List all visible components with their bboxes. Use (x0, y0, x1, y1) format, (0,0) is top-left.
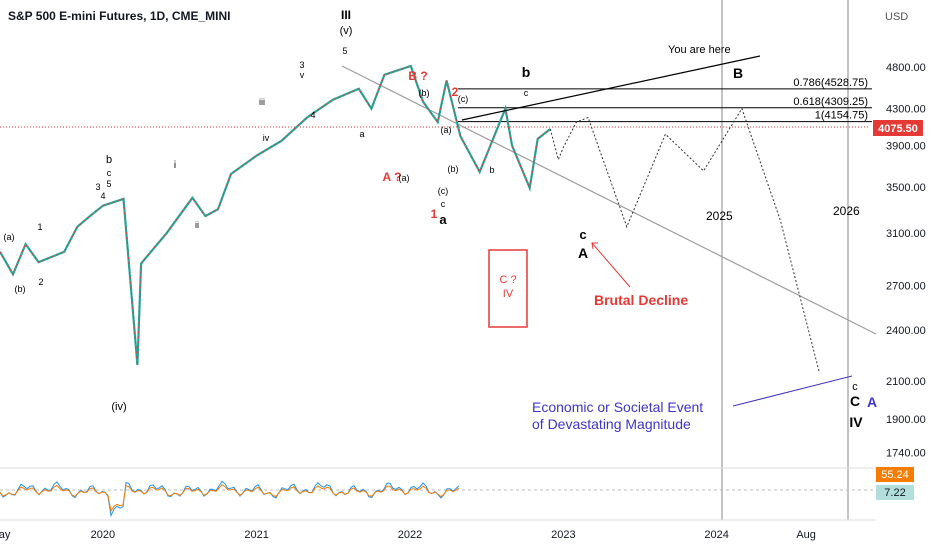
wave-label: (b) (419, 88, 430, 98)
y-tick-label: 2400.00 (886, 325, 926, 337)
wave-label: C (850, 393, 860, 409)
time-axis: May 2020 2021 2022 2023 2024 Aug (0, 529, 816, 541)
wave-label: a (359, 129, 364, 139)
brutal-decline-arrowhead (591, 242, 598, 250)
wave-label: c (107, 168, 112, 178)
fibonacci-lines: 0.786(4528.75) 0.618(4309.25) 1(4154.75) (458, 77, 872, 123)
osc-badge-b (876, 485, 914, 500)
brutal-decline-label: Brutal Decline (594, 292, 688, 308)
label-2026: 2026 (833, 204, 860, 218)
wave-label: (v) (340, 25, 353, 37)
osc-value-a: 55.24 (881, 469, 909, 481)
trendline (341, 65, 877, 335)
osc-line-b (0, 484, 460, 513)
wave-label: 2 (38, 277, 43, 287)
oscillator-series (0, 480, 460, 518)
y-tick-label: 4300.00 (886, 104, 926, 116)
event-label-1: Economic or Societal Event (532, 399, 703, 415)
wave-label: a (439, 212, 447, 227)
chart-title: S&P 500 E-mini Futures, 1D, CME_MINI (8, 9, 231, 23)
x-tick-label: 2020 (91, 529, 115, 541)
x-tick-label: 2022 (398, 529, 422, 541)
wave-label: c (524, 88, 529, 98)
price-axis: 4800.00 4300.00 3900.00 3500.00 3100.00 2700.… (886, 62, 926, 460)
y-tick-label: 3500.00 (886, 182, 926, 194)
x-tick-label: 2021 (244, 529, 268, 541)
wave-label: i (174, 160, 176, 171)
x-tick-label: 2024 (704, 529, 728, 541)
last-price-value: 4075.50 (878, 123, 918, 135)
price-line-bear (0, 65, 551, 365)
wave-label: iii (259, 97, 265, 107)
wave-label: c (579, 227, 586, 242)
x-tick-label: 2023 (551, 529, 575, 541)
y-tick-label: 3900.00 (886, 141, 926, 153)
wave-label: 3 (299, 60, 304, 70)
wave-label: (a) (4, 232, 15, 242)
wave-label: iv (263, 133, 270, 143)
wave-label: b (489, 165, 494, 175)
wave-label: ii (195, 220, 199, 230)
wave-label: B (733, 65, 743, 81)
y-tick-label: 4800.00 (886, 62, 926, 74)
event-label-2: of Devastating Magnitude (532, 416, 691, 432)
fib-level-label: 0.618(4309.25) (793, 96, 868, 108)
last-price-badge (873, 120, 923, 136)
wave-label: 5 (342, 46, 347, 56)
y-tick-label: 1900.00 (886, 414, 926, 426)
wave-label: b (106, 154, 112, 166)
x-tick-label: May (0, 529, 11, 541)
currency-label: USD (885, 11, 908, 23)
wave-label: 4 (100, 191, 105, 201)
wave-label: 2 (452, 85, 459, 99)
wave-label: (iv) (111, 401, 126, 413)
y-tick-label: 3100.00 (886, 228, 926, 240)
wave-label: 1 (431, 207, 438, 221)
wave-label: v (300, 70, 305, 80)
box-label-c: C ? (499, 274, 516, 286)
y-tick-label: 2100.00 (886, 376, 926, 388)
wave-label: b (522, 64, 531, 80)
x-tick-label: Aug (796, 529, 816, 541)
wave-label: (c) (458, 94, 469, 104)
wave-c-iv-box (488, 249, 528, 328)
wave-label: 4 (310, 110, 315, 120)
wave-label: 3 (95, 182, 100, 192)
wave-label: A (867, 394, 877, 410)
forecast-line (549, 107, 820, 373)
wave-label: 1 (37, 222, 42, 232)
wave-label: (a) (399, 173, 410, 183)
brutal-decline-arrow (591, 242, 631, 288)
wave-label: 5 (106, 179, 111, 189)
y-tick-label: 2700.00 (886, 280, 926, 292)
wave-label: (b) (448, 164, 459, 174)
wave-label: IV (849, 414, 863, 430)
wave-label: (c) (438, 186, 449, 196)
osc-badge-a (876, 467, 914, 482)
wave-label: B ? (408, 69, 427, 83)
price-series (0, 64, 551, 365)
wave-label: c (852, 381, 858, 393)
fib-level-label: 1(4154.75) (815, 110, 868, 122)
fib-level-label: 0.786(4528.75) (793, 77, 868, 89)
wave-label: c (441, 199, 446, 209)
y-tick-label: 1740.00 (886, 447, 926, 459)
label-2025: 2025 (706, 209, 733, 223)
wave-label: A (578, 245, 588, 261)
wave-label: (b) (15, 284, 26, 294)
event-arrow (732, 375, 853, 407)
you-are-here-arrow (461, 55, 761, 121)
wave-label: (a) (441, 125, 452, 135)
wave-label: A ? (383, 170, 402, 184)
box-label-iv: IV (503, 288, 514, 300)
you-are-here-label: You are here (668, 44, 731, 56)
wave-label: III (341, 8, 351, 22)
forecast-path (549, 107, 820, 373)
osc-value-b: 7.22 (884, 487, 905, 499)
